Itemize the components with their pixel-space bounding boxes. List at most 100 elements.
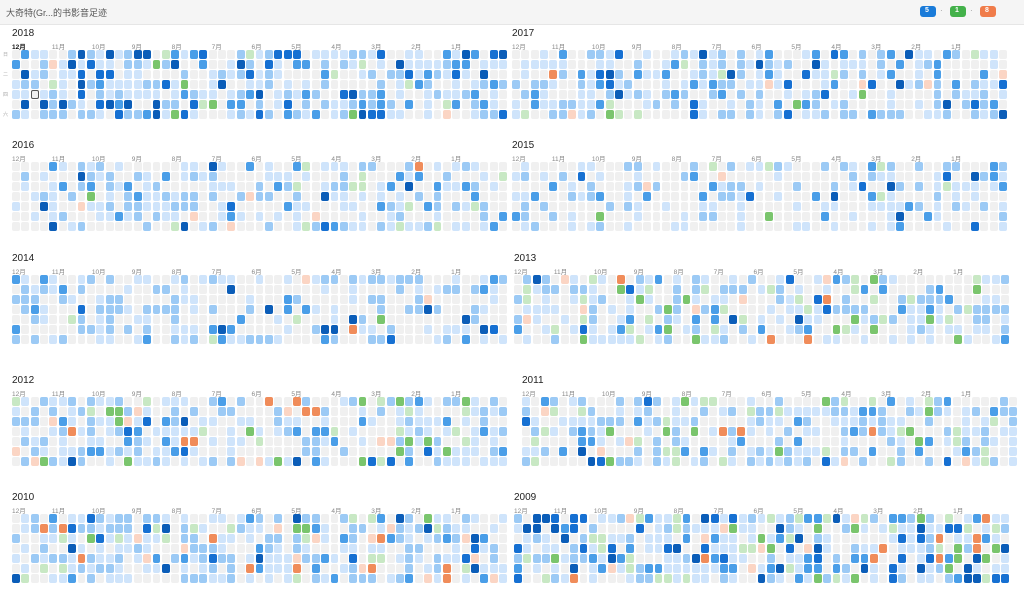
- day-cell[interactable]: [274, 212, 283, 221]
- day-cell[interactable]: [414, 457, 423, 466]
- day-cell[interactable]: [560, 295, 569, 304]
- day-cell[interactable]: [570, 275, 579, 284]
- day-cell[interactable]: [840, 427, 849, 436]
- day-cell[interactable]: [218, 417, 226, 426]
- day-cell[interactable]: [802, 182, 811, 191]
- day-cell[interactable]: [21, 417, 30, 426]
- day-cell[interactable]: [626, 295, 635, 304]
- day-cell[interactable]: [540, 447, 549, 456]
- day-cell[interactable]: [480, 447, 489, 456]
- day-cell[interactable]: [766, 325, 775, 334]
- day-cell[interactable]: [49, 564, 58, 573]
- day-cell[interactable]: [991, 544, 1000, 553]
- day-cell[interactable]: [830, 222, 839, 231]
- day-cell[interactable]: [68, 202, 77, 211]
- day-cell[interactable]: [888, 574, 897, 583]
- day-cell[interactable]: [21, 90, 30, 99]
- day-cell[interactable]: [30, 447, 39, 456]
- day-cell[interactable]: [499, 397, 507, 406]
- day-cell[interactable]: [718, 222, 726, 231]
- day-cell[interactable]: [471, 90, 479, 99]
- day-cell[interactable]: [813, 295, 822, 304]
- day-cell[interactable]: [339, 285, 348, 294]
- day-cell[interactable]: [514, 325, 522, 334]
- day-cell[interactable]: [105, 335, 114, 344]
- day-cell[interactable]: [143, 407, 151, 416]
- day-cell[interactable]: [30, 514, 39, 523]
- day-cell[interactable]: [330, 90, 339, 99]
- day-cell[interactable]: [30, 574, 39, 583]
- day-cell[interactable]: [349, 295, 358, 304]
- day-cell[interactable]: [442, 554, 451, 563]
- day-cell[interactable]: [896, 100, 904, 109]
- day-cell[interactable]: [952, 182, 961, 191]
- day-cell[interactable]: [49, 397, 58, 406]
- day-cell[interactable]: [617, 325, 625, 334]
- day-cell[interactable]: [358, 192, 367, 201]
- day-cell[interactable]: [774, 182, 783, 191]
- day-cell[interactable]: [58, 457, 67, 466]
- day-cell[interactable]: [171, 70, 180, 79]
- day-cell[interactable]: [586, 50, 595, 59]
- day-cell[interactable]: [776, 275, 785, 284]
- day-cell[interactable]: [133, 212, 142, 221]
- day-cell[interactable]: [77, 202, 86, 211]
- day-cell[interactable]: [671, 172, 680, 181]
- day-cell[interactable]: [49, 534, 58, 543]
- day-cell[interactable]: [274, 397, 283, 406]
- day-cell[interactable]: [161, 285, 170, 294]
- day-cell[interactable]: [152, 335, 161, 344]
- day-cell[interactable]: [774, 202, 783, 211]
- day-cell[interactable]: [542, 534, 550, 543]
- day-cell[interactable]: [433, 90, 442, 99]
- day-cell[interactable]: [980, 80, 989, 89]
- day-cell[interactable]: [293, 315, 301, 324]
- day-cell[interactable]: [1001, 524, 1009, 533]
- day-cell[interactable]: [330, 554, 339, 563]
- day-cell[interactable]: [570, 305, 579, 314]
- day-cell[interactable]: [339, 182, 348, 191]
- day-cell[interactable]: [849, 397, 858, 406]
- day-cell[interactable]: [588, 524, 597, 533]
- day-cell[interactable]: [633, 192, 642, 201]
- day-cell[interactable]: [424, 574, 433, 583]
- day-cell[interactable]: [30, 437, 39, 446]
- day-cell[interactable]: [480, 60, 489, 69]
- day-cell[interactable]: [143, 222, 151, 231]
- day-cell[interactable]: [105, 447, 114, 456]
- day-cell[interactable]: [133, 305, 142, 314]
- day-cell[interactable]: [274, 80, 283, 89]
- day-cell[interactable]: [452, 427, 461, 436]
- day-cell[interactable]: [718, 437, 727, 446]
- day-cell[interactable]: [377, 447, 386, 456]
- day-cell[interactable]: [830, 90, 839, 99]
- day-cell[interactable]: [321, 554, 329, 563]
- day-cell[interactable]: [86, 574, 95, 583]
- day-cell[interactable]: [68, 285, 77, 294]
- day-cell[interactable]: [896, 192, 904, 201]
- day-cell[interactable]: [523, 295, 532, 304]
- day-cell[interactable]: [161, 192, 170, 201]
- day-cell[interactable]: [765, 427, 774, 436]
- day-cell[interactable]: [321, 90, 329, 99]
- day-cell[interactable]: [21, 524, 30, 533]
- day-cell[interactable]: [218, 90, 226, 99]
- day-cell[interactable]: [961, 80, 970, 89]
- day-cell[interactable]: [699, 437, 708, 446]
- day-cell[interactable]: [596, 457, 605, 466]
- day-cell[interactable]: [246, 90, 255, 99]
- day-cell[interactable]: [803, 417, 811, 426]
- day-cell[interactable]: [991, 524, 1000, 533]
- day-cell[interactable]: [330, 437, 339, 446]
- day-cell[interactable]: [802, 202, 811, 211]
- day-cell[interactable]: [143, 182, 151, 191]
- day-cell[interactable]: [30, 457, 39, 466]
- day-cell[interactable]: [264, 554, 273, 563]
- day-cell[interactable]: [522, 457, 530, 466]
- day-cell[interactable]: [124, 110, 133, 119]
- day-cell[interactable]: [189, 524, 198, 533]
- day-cell[interactable]: [30, 182, 39, 191]
- day-cell[interactable]: [143, 100, 151, 109]
- day-cell[interactable]: [596, 417, 605, 426]
- day-cell[interactable]: [424, 457, 433, 466]
